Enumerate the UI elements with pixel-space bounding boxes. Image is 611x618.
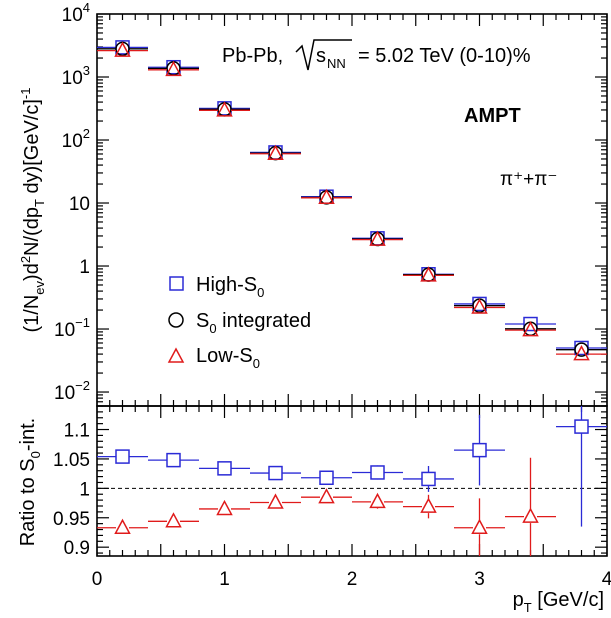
ratio-point xyxy=(319,470,334,486)
ratio-point xyxy=(471,518,488,535)
x-tick-label: 0 xyxy=(92,569,103,590)
ratio-point xyxy=(216,499,233,516)
legend-marker-s0-integrated xyxy=(168,312,184,328)
ratio-point xyxy=(574,419,589,434)
spectra-point xyxy=(574,342,589,357)
spectra-point xyxy=(114,41,131,57)
spectra-y-tick-label: 104 xyxy=(62,0,90,26)
ratio-point xyxy=(166,452,181,468)
ratio-y-tick-label: 0.9 xyxy=(64,538,90,559)
ratio-point xyxy=(369,492,386,509)
x-tick-label: 2 xyxy=(347,569,358,590)
model-label: AMPT xyxy=(464,105,521,127)
x-tick-label: 1 xyxy=(219,569,230,590)
ratio-point xyxy=(420,497,437,513)
spectra-y-tick-label: 1 xyxy=(79,257,90,278)
ratio-series-low-s0 xyxy=(97,457,556,556)
ratio-point xyxy=(421,471,436,487)
spectra-point xyxy=(522,321,539,337)
legend: High-S0 S0 integrated Low-S0 xyxy=(167,274,311,371)
ratio-point xyxy=(268,465,283,481)
ratio-y-axis-title: Ratio to S0-int. xyxy=(17,418,43,546)
ratio-y-tick-label: 1.1 xyxy=(64,421,90,442)
legend-label-high-s0: High-S0 xyxy=(196,274,264,300)
legend-marker-low-s0 xyxy=(167,347,185,363)
ratio-point xyxy=(165,512,182,528)
system-label: Pb-Pb, xyxy=(222,45,283,67)
svg-text:s: s xyxy=(316,45,326,67)
spectra-y-tick-label: 10 xyxy=(69,194,90,215)
sqrt-snn: s NN xyxy=(295,39,352,71)
ratio-point xyxy=(370,465,385,480)
ratio-ticks: 0.9 0.95 1 1.05 1.1 0 1 2 3 4 xyxy=(53,406,611,590)
spectra-point xyxy=(421,267,436,282)
spectra-point xyxy=(165,60,182,77)
spectra-frame xyxy=(96,13,608,407)
spectra-point xyxy=(217,102,232,117)
spectra-marks xyxy=(97,40,607,361)
spectra-y-axis-title: (1/Nev)d2N/(dpT dy)[GeV/c]-1 xyxy=(18,87,47,332)
x-tick-label: 3 xyxy=(474,569,485,590)
ratio-y-tick-label: 0.95 xyxy=(53,509,90,530)
ratio-point xyxy=(115,449,130,464)
spectra-y-tick-label: 102 xyxy=(62,126,90,152)
legend-marker-high-s0 xyxy=(169,276,184,291)
ratio-marks xyxy=(97,406,607,556)
spectra-point xyxy=(267,144,284,161)
ratio-point xyxy=(114,518,131,535)
spectra-point xyxy=(318,188,335,205)
spectra-ticks: 10−2 10−1 1 10 102 103 104 xyxy=(54,0,608,407)
ratio-series-high-s0 xyxy=(97,406,607,527)
spectra-point xyxy=(471,298,488,314)
spectra-point xyxy=(573,345,590,361)
spectra-point xyxy=(216,101,233,117)
spectra-y-tick-label: 103 xyxy=(62,63,90,89)
x-tick-label: 4 xyxy=(602,569,611,590)
energy-label: = 5.02 TeV (0-10)% xyxy=(358,45,531,67)
spectra-point xyxy=(523,316,538,332)
spectra-point xyxy=(268,145,283,161)
series-low-s0 xyxy=(97,41,607,361)
ratio-point xyxy=(472,442,487,458)
ratio-point xyxy=(267,493,284,509)
ratio-point xyxy=(522,507,539,523)
spectra-point xyxy=(369,230,386,246)
ratio-point xyxy=(318,488,335,504)
series-s0-integrated xyxy=(97,41,607,357)
ratio-y-tick-label: 1.05 xyxy=(53,450,90,471)
x-axis-title: pT [GeV/c] xyxy=(513,589,604,615)
spectra-y-tick-label: 10−2 xyxy=(54,378,90,404)
legend-label-low-s0: Low-S0 xyxy=(196,345,260,371)
particle-label: π⁺+π⁻ xyxy=(500,169,557,190)
ratio-point xyxy=(217,461,232,476)
svg-text:NN: NN xyxy=(327,56,346,71)
spectra-point xyxy=(420,266,437,282)
ratio-y-tick-label: 1 xyxy=(79,479,90,500)
spectra-y-tick-label: 10−1 xyxy=(54,315,90,341)
legend-label-s0-integrated: S0 integrated xyxy=(196,310,311,336)
